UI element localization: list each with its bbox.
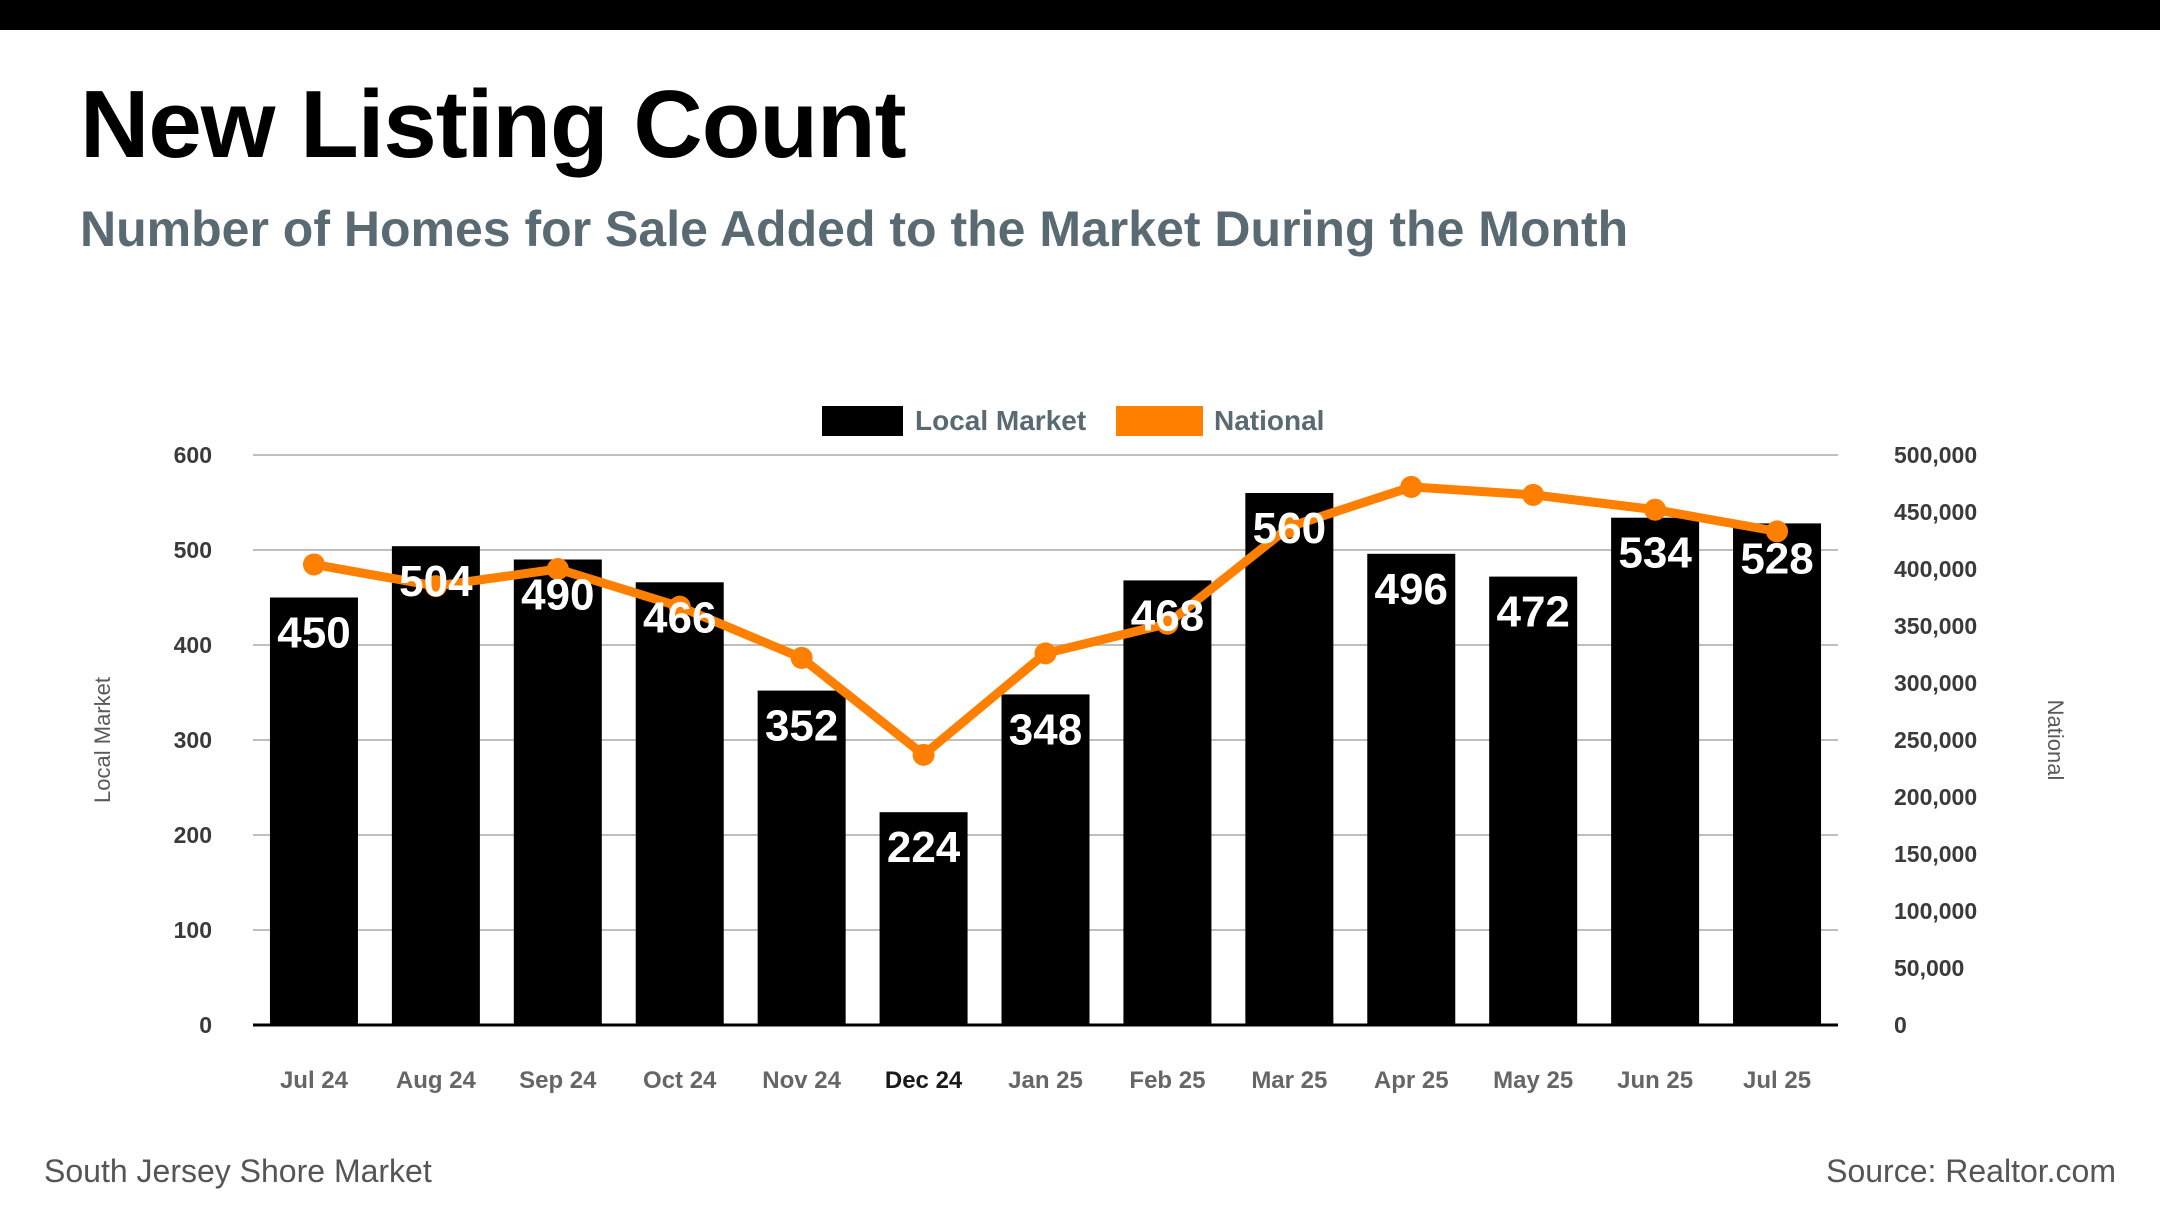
x-tick-label: Feb 25 xyxy=(1129,1067,1205,1094)
x-tick-label: Jan 25 xyxy=(1008,1067,1083,1094)
bar-sep-24 xyxy=(513,559,602,1025)
bar-data-label: 450 xyxy=(277,609,350,658)
legend-swatch-local-market xyxy=(822,406,903,436)
footer-source: Source: Realtor.com xyxy=(1826,1153,2116,1189)
national-point xyxy=(1034,642,1057,665)
y-tick-label: 400 xyxy=(174,632,212,658)
x-tick-label: May 25 xyxy=(1493,1067,1573,1094)
x-tick-label: Jul 24 xyxy=(280,1067,349,1094)
y2-tick-label: 350,000 xyxy=(1894,613,1977,639)
national-point xyxy=(1522,483,1545,506)
x-tick-label: Jun 25 xyxy=(1617,1067,1693,1094)
bar-data-label: 560 xyxy=(1253,504,1326,553)
national-point xyxy=(1400,475,1423,498)
y-tick-label: 300 xyxy=(174,727,212,753)
x-tick-label: Dec 24 xyxy=(885,1067,963,1094)
bar-data-label: 224 xyxy=(887,823,961,872)
bar-jan-25 xyxy=(1001,694,1090,1025)
bar-mar-25 xyxy=(1245,493,1334,1025)
x-tick-label: Mar 25 xyxy=(1251,1067,1327,1094)
bar-data-label: 528 xyxy=(1740,534,1813,583)
y-axis-title: Local Market xyxy=(90,677,115,803)
bar-data-label: 504 xyxy=(399,557,473,606)
national-point xyxy=(790,646,813,669)
national-point xyxy=(424,575,447,598)
x-tick-label: Nov 24 xyxy=(762,1067,841,1094)
national-point xyxy=(1278,515,1301,538)
national-point xyxy=(912,743,935,766)
y2-tick-label: 0 xyxy=(1894,1012,1907,1038)
bar-data-label: 472 xyxy=(1496,588,1569,637)
bar-oct-24 xyxy=(635,582,724,1025)
bar-jul-24 xyxy=(269,597,358,1025)
y2-tick-label: 450,000 xyxy=(1894,499,1977,525)
page-subtitle: Number of Homes for Sale Added to the Ma… xyxy=(80,201,1629,257)
bar-data-label: 534 xyxy=(1618,529,1692,578)
y2-tick-label: 300,000 xyxy=(1894,670,1977,696)
bar-data-label: 468 xyxy=(1131,591,1204,640)
legend-swatch-national xyxy=(1116,406,1203,436)
x-tick-label: Oct 24 xyxy=(643,1067,717,1094)
bar-jul-25 xyxy=(1733,523,1822,1025)
national-point xyxy=(1644,498,1667,521)
bar-data-label: 466 xyxy=(643,593,716,642)
bar-data-label: 348 xyxy=(1009,705,1082,754)
y-tick-label: 500 xyxy=(174,537,212,563)
footer-market-name: South Jersey Shore Market xyxy=(44,1153,432,1189)
bar-data-label: 352 xyxy=(765,702,838,751)
y2-tick-label: 200,000 xyxy=(1894,784,1977,810)
bar-dec-24 xyxy=(879,812,968,1025)
x-tick-label: Sep 24 xyxy=(519,1067,597,1094)
bar-jun-25 xyxy=(1611,517,1700,1025)
y2-tick-label: 150,000 xyxy=(1894,841,1977,867)
bar-data-label: 496 xyxy=(1375,565,1448,614)
bar-apr-25 xyxy=(1367,553,1456,1025)
x-tick-label: Apr 25 xyxy=(1374,1067,1449,1094)
y-tick-label: 600 xyxy=(174,442,212,468)
y2-tick-label: 400,000 xyxy=(1894,556,1977,582)
y2-tick-label: 50,000 xyxy=(1894,955,1964,981)
y-tick-label: 100 xyxy=(174,917,212,943)
national-point xyxy=(668,595,691,618)
national-point xyxy=(546,558,569,580)
bar-feb-25 xyxy=(1123,580,1212,1025)
y2-tick-label: 250,000 xyxy=(1894,727,1977,753)
bar-aug-24 xyxy=(391,546,480,1025)
national-point xyxy=(1156,612,1179,635)
y2-tick-label: 500,000 xyxy=(1894,442,1977,468)
page-title: New Listing Count xyxy=(80,71,907,178)
bar-may-25 xyxy=(1489,576,1578,1025)
top-bar xyxy=(0,0,2160,30)
x-tick-label: Jul 25 xyxy=(1743,1067,1811,1094)
national-point xyxy=(1766,520,1789,543)
y-tick-label: 0 xyxy=(199,1012,212,1038)
bar-data-label: 490 xyxy=(521,571,594,620)
legend-label-national: National xyxy=(1214,405,1324,436)
national-point xyxy=(302,553,325,576)
bar-nov-24 xyxy=(757,690,846,1025)
y2-tick-label: 100,000 xyxy=(1894,898,1977,924)
y2-axis-title: National xyxy=(2043,700,2068,781)
y-tick-label: 200 xyxy=(174,822,212,848)
legend-label-local-market: Local Market xyxy=(915,405,1086,436)
x-tick-label: Aug 24 xyxy=(396,1067,477,1094)
